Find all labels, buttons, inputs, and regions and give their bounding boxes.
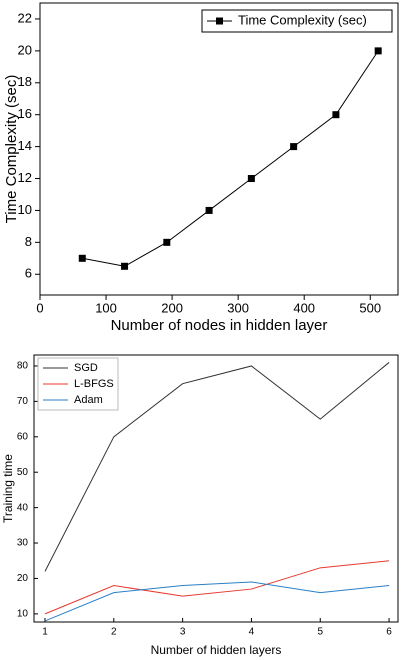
- y-tick-label: 6: [25, 266, 32, 281]
- legend-label: L-BFGS: [74, 378, 114, 390]
- x-axis-label: Number of hidden layers: [151, 643, 282, 657]
- y-tick-label: 12: [18, 170, 32, 185]
- y-tick-label: 16: [18, 106, 32, 121]
- legend-label: Time Complexity (sec): [238, 12, 367, 27]
- x-tick-label: 2: [111, 627, 117, 638]
- y-axis-label: Training time: [1, 454, 15, 523]
- x-tick-label: 200: [161, 300, 183, 315]
- x-tick-label: 400: [293, 300, 315, 315]
- data-line: [82, 50, 379, 267]
- x-tick-label: 500: [359, 300, 381, 315]
- y-tick-label: 10: [18, 202, 32, 217]
- x-tick-label: 3: [180, 627, 186, 638]
- x-axis-label: Number of nodes in hidden layer: [111, 317, 328, 334]
- y-tick-label: 70: [17, 396, 29, 407]
- y-tick-label: 8: [25, 234, 32, 249]
- data-line: [44, 581, 390, 622]
- legend-marker: [216, 17, 223, 25]
- y-tick-label: 80: [17, 361, 29, 372]
- y-tick-label: 40: [17, 502, 29, 513]
- data-point: [374, 47, 382, 55]
- data-point: [121, 262, 129, 270]
- x-tick-label: 1: [42, 627, 48, 638]
- data-point: [290, 143, 298, 151]
- x-tick-label: 0: [36, 300, 43, 315]
- data-line: [44, 560, 390, 615]
- data-point: [332, 111, 340, 119]
- y-tick-label: 60: [17, 431, 29, 442]
- legend-box: [201, 9, 393, 33]
- y-axis-label: Time Complexity (sec): [3, 75, 20, 224]
- y-tick-label: 18: [18, 74, 32, 89]
- y-tick-label: 50: [17, 467, 29, 478]
- y-tick-label: 10: [17, 608, 29, 619]
- plot-frame: [39, 2, 399, 296]
- plot-frame: [33, 354, 399, 623]
- y-tick-label: 20: [18, 42, 32, 57]
- y-tick-label: 14: [18, 138, 32, 153]
- x-tick-label: 4: [249, 627, 255, 638]
- x-tick-label: 5: [317, 627, 323, 638]
- y-tick-label: 22: [18, 10, 32, 25]
- data-line: [44, 362, 390, 572]
- legend-label: Adam: [74, 394, 103, 406]
- data-point: [78, 254, 86, 262]
- x-tick-label: 100: [95, 300, 117, 315]
- legend-box: [37, 357, 119, 411]
- x-tick-label: 6: [386, 627, 392, 638]
- y-tick-label: 20: [17, 573, 29, 584]
- data-point: [163, 238, 171, 246]
- data-point: [247, 175, 255, 183]
- y-tick-label: 30: [17, 538, 29, 549]
- legend-label: SGD: [74, 362, 98, 374]
- x-tick-label: 300: [227, 300, 249, 315]
- data-point: [205, 206, 213, 214]
